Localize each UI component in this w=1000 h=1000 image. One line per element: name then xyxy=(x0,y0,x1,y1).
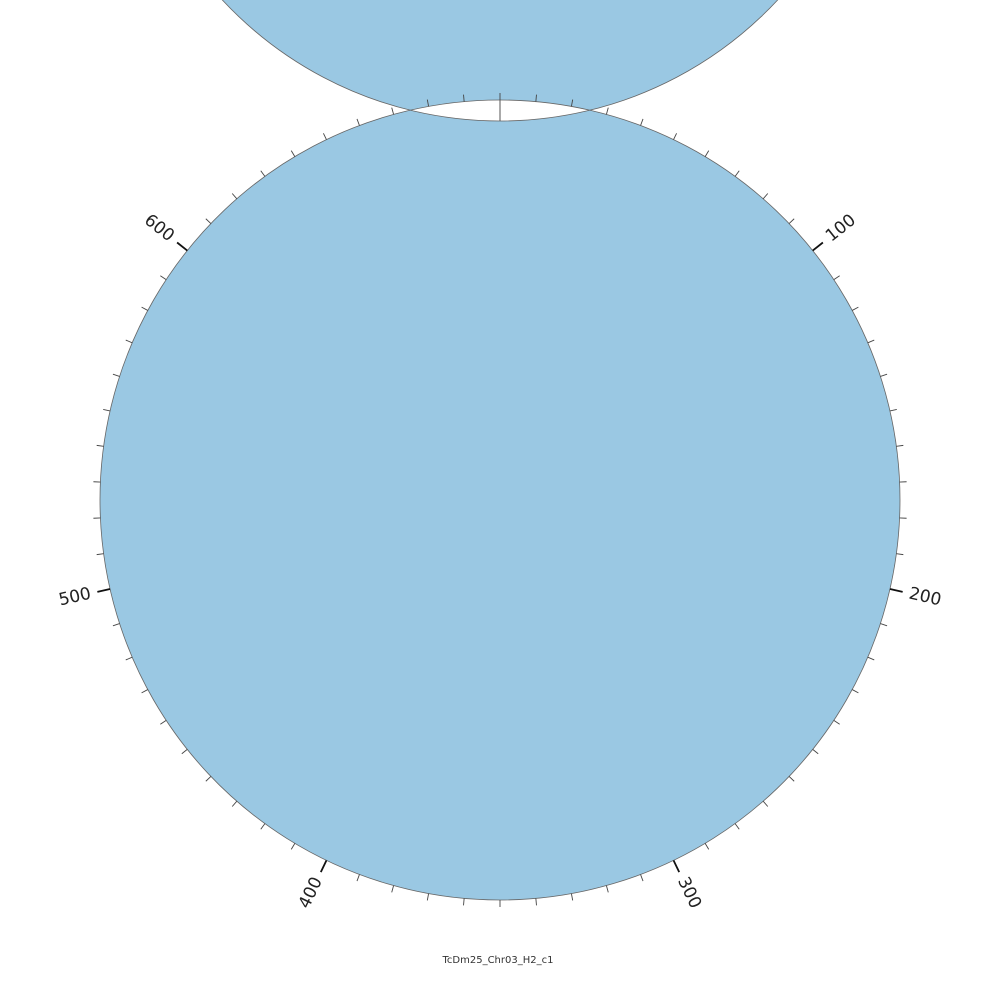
minor-tick xyxy=(426,99,430,107)
minor-tick xyxy=(391,885,395,893)
minor-tick xyxy=(852,689,859,694)
minor-tick xyxy=(896,444,904,447)
minor-tick xyxy=(181,749,188,755)
minor-tick xyxy=(323,133,327,140)
minor-tick xyxy=(535,94,537,102)
minor-tick xyxy=(356,118,360,126)
minor-tick xyxy=(112,373,120,377)
minor-tick xyxy=(231,193,238,200)
major-tick xyxy=(672,859,681,873)
minor-tick xyxy=(160,275,167,281)
minor-tick xyxy=(231,800,238,807)
major-tick xyxy=(812,241,824,252)
tick-label-300: 300 xyxy=(673,874,705,912)
minor-tick xyxy=(704,150,710,157)
minor-tick xyxy=(570,893,574,901)
minor-tick xyxy=(125,339,133,344)
minor-tick xyxy=(833,719,840,725)
minor-tick xyxy=(880,373,888,377)
minor-tick xyxy=(205,218,212,224)
minor-tick xyxy=(889,408,897,412)
axis-ticks-layer xyxy=(93,93,907,907)
minor-tick xyxy=(812,749,819,755)
tick-label-100: 100 xyxy=(822,210,860,246)
minor-tick xyxy=(896,553,904,556)
tick-label-400: 400 xyxy=(295,874,327,912)
minor-tick xyxy=(112,623,120,627)
major-tick xyxy=(176,241,188,252)
minor-tick xyxy=(734,823,740,830)
minor-tick xyxy=(640,118,644,126)
tick-label-200: 200 xyxy=(907,584,943,611)
minor-tick xyxy=(788,218,795,224)
minor-tick xyxy=(96,444,104,447)
minor-tick xyxy=(260,823,266,830)
ideogram-ring xyxy=(99,0,901,901)
minor-tick xyxy=(605,107,609,115)
major-tick xyxy=(97,588,111,593)
minor-tick xyxy=(290,843,296,850)
ideogram-band xyxy=(99,0,901,901)
minor-tick xyxy=(880,623,888,627)
minor-tick xyxy=(125,656,133,661)
minor-tick xyxy=(867,339,875,344)
major-tick xyxy=(889,588,903,593)
minor-tick xyxy=(762,800,769,807)
major-tick xyxy=(319,859,328,873)
minor-tick xyxy=(356,874,360,882)
minor-tick xyxy=(260,170,266,177)
minor-tick xyxy=(640,874,644,882)
minor-tick xyxy=(788,776,795,782)
minor-tick xyxy=(704,843,710,850)
minor-tick xyxy=(391,107,395,115)
minor-tick xyxy=(141,689,148,694)
minor-tick xyxy=(205,776,212,782)
minor-tick xyxy=(96,553,104,556)
minor-tick xyxy=(426,893,430,901)
minor-tick xyxy=(535,898,537,906)
minor-tick xyxy=(867,656,875,661)
minor-tick xyxy=(160,719,167,725)
minor-tick xyxy=(103,408,111,412)
minor-tick xyxy=(463,94,465,102)
minor-tick xyxy=(290,150,296,157)
tick-label-500: 500 xyxy=(57,584,93,611)
minor-tick xyxy=(570,99,574,107)
minor-tick xyxy=(852,306,859,311)
minor-tick xyxy=(762,193,769,200)
sequence-name-label: TcDm25_Chr03_H2_c1 xyxy=(442,955,554,966)
tick-label-600: 600 xyxy=(140,210,178,246)
minor-tick xyxy=(605,885,609,893)
minor-tick xyxy=(734,170,740,177)
minor-tick xyxy=(463,898,465,906)
minor-tick xyxy=(141,306,148,311)
minor-tick xyxy=(673,133,677,140)
minor-tick xyxy=(833,275,840,281)
